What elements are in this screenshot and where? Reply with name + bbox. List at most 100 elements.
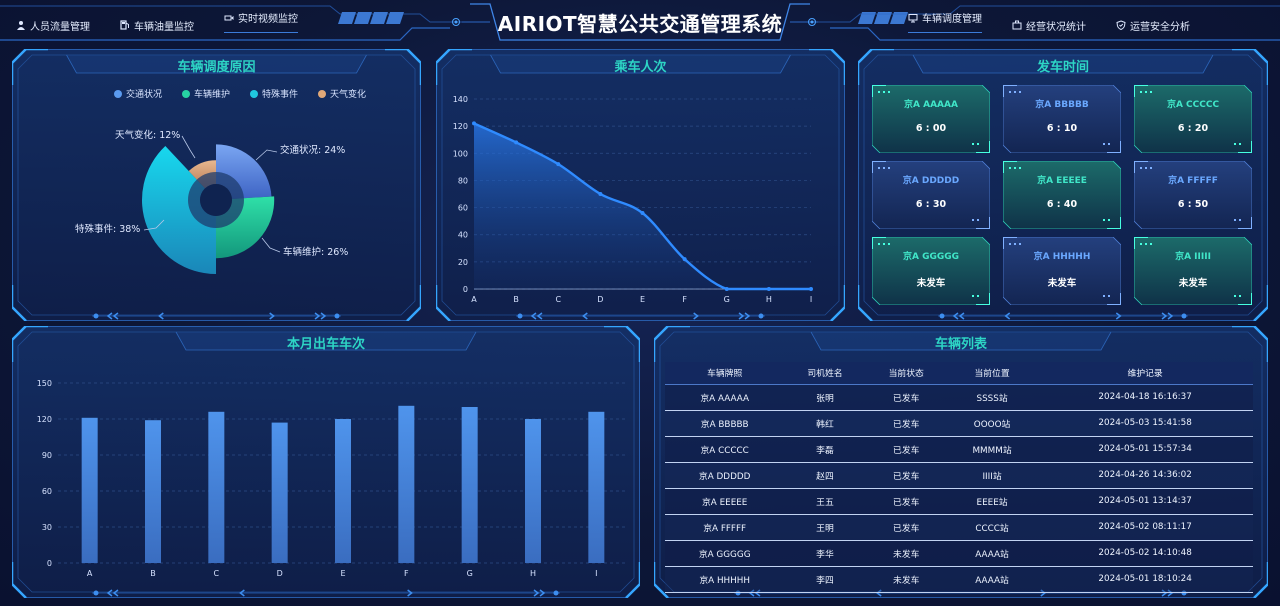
panel-frame <box>12 326 640 598</box>
bar[interactable] <box>398 405 415 563</box>
pie-slice[interactable] <box>141 146 216 274</box>
bar[interactable] <box>271 422 288 563</box>
data-point[interactable] <box>766 287 771 291</box>
panel-title: 乘车人次 <box>614 60 667 75</box>
bar[interactable] <box>145 420 161 563</box>
legend-item[interactable]: 特殊事件 <box>250 87 298 100</box>
table-cell: 2024-05-03 15:41:58 <box>1037 410 1253 437</box>
chevron-icon <box>158 312 164 320</box>
table-row[interactable]: 京A FFFFF 王明 已发车 CCCC站 2024-05-02 08:11:17 <box>665 514 1253 541</box>
card-time: 6 : 50 <box>1177 199 1209 210</box>
corner-accent <box>1253 285 1268 321</box>
nav-item-fuel-monitor[interactable]: 车辆油量监控 <box>120 17 194 33</box>
chevron-icon <box>1004 312 1011 320</box>
card-time: 6 : 20 <box>1177 123 1209 134</box>
data-point[interactable] <box>598 192 603 196</box>
chevron-icon <box>320 312 327 320</box>
y-tick-label: 150 <box>37 379 52 388</box>
card-time: 未发车 <box>1178 278 1208 289</box>
table-row[interactable]: 京A AAAAA 张明 已发车 SSSS站 2024-04-18 16:16:37 <box>665 384 1253 411</box>
column-header[interactable]: 维护记录 <box>1037 362 1253 385</box>
departure-card[interactable]: 京A DDDDD 6 : 30 <box>872 161 990 229</box>
legend-item[interactable]: 交通状况 <box>114 87 162 100</box>
table-row[interactable]: 京A DDDDD 赵四 已发车 IIII站 2024-04-26 14:36:02 <box>665 462 1253 489</box>
card-frame <box>872 237 990 305</box>
bottom-deco-dot <box>553 590 559 596</box>
nav-item-business-stats[interactable]: 经营状况统计 <box>1012 17 1086 33</box>
chevron-icon <box>106 312 113 320</box>
bar[interactable] <box>461 407 478 563</box>
data-point[interactable] <box>472 121 476 126</box>
table-header-row: 车辆牌照 司机姓名 当前状态 当前位置 维护记录 <box>665 362 1253 385</box>
pie-label-maintenance: 车辆维护: 26% <box>283 247 349 258</box>
corner-accent <box>625 562 640 598</box>
header: AIRIOT智慧公共交通管理系统 人员流量管理 车辆油量监控 实时视频监控 车辆… <box>0 0 1280 48</box>
table-cell: 京A BBBBB <box>665 410 785 437</box>
departure-card[interactable]: 京A AAAAA 6 : 00 <box>872 85 990 153</box>
card-time: 6 : 00 <box>915 123 947 134</box>
x-tick-label: D <box>277 569 283 578</box>
legend-dot <box>114 89 122 98</box>
table-row[interactable]: 京A BBBBB 韩红 已发车 OOOO站 2024-05-03 15:41:58 <box>665 410 1253 437</box>
bar[interactable] <box>588 411 605 563</box>
table-row[interactable]: 京A GGGGG 李华 未发车 AAAA站 2024-05-02 14:10:48 <box>665 540 1253 567</box>
nav-item-safety-analysis[interactable]: 运营安全分析 <box>1116 17 1190 33</box>
legend-item[interactable]: 天气变化 <box>318 87 366 100</box>
data-point[interactable] <box>556 162 561 167</box>
x-tick-label: G <box>724 295 730 304</box>
departure-card[interactable]: 京A GGGGG 未发车 <box>872 237 990 305</box>
column-header[interactable]: 车辆牌照 <box>665 362 785 385</box>
column-header[interactable]: 当前位置 <box>946 362 1038 385</box>
departure-card[interactable]: 京A BBBBB 6 : 10 <box>1003 85 1121 153</box>
bar[interactable] <box>208 411 225 563</box>
monthly-trips-bar-chart: 0 30 60 90 120 150 A B C D E F G H I <box>37 379 628 578</box>
panel-inner-border <box>659 331 1263 593</box>
table-row[interactable]: 京A EEEEE 王五 已发车 EEEE站 2024-05-01 13:14:37 <box>665 488 1253 515</box>
header-frame <box>0 3 1280 45</box>
departure-card[interactable]: 京A HHHHH 未发车 <box>1003 237 1121 305</box>
panel-title: 车辆列表 <box>934 337 987 352</box>
bar[interactable] <box>81 417 98 563</box>
corner-accent <box>436 285 451 321</box>
column-header[interactable]: 当前状态 <box>865 362 947 385</box>
card-frame <box>1134 85 1252 153</box>
column-header[interactable]: 司机姓名 <box>784 362 866 385</box>
table-cell: 李四 <box>784 566 866 593</box>
data-point[interactable] <box>514 140 519 145</box>
corner-accent <box>12 562 27 598</box>
chevron-icon <box>744 312 751 320</box>
legend-item[interactable]: 车辆维护 <box>182 87 230 100</box>
bar[interactable] <box>335 419 351 563</box>
title-banner <box>175 331 477 351</box>
nav-item-dispatch[interactable]: 车辆调度管理 <box>908 13 982 33</box>
panel-title: 车辆调度原因 <box>177 60 256 75</box>
data-point[interactable] <box>682 257 687 262</box>
monitor-icon <box>908 13 918 22</box>
chevron-icon <box>693 312 699 320</box>
departure-card[interactable]: 京A CCCCC 6 : 20 <box>1134 85 1252 153</box>
title-banner <box>66 54 367 74</box>
data-point[interactable] <box>640 211 645 215</box>
chevron-icon <box>1161 312 1168 320</box>
card-plate: 京A CCCCC <box>1166 100 1220 110</box>
table-row[interactable]: 京A HHHHH 李四 未发车 AAAA站 2024-05-01 18:10:24 <box>665 566 1253 593</box>
table-cell: OOOO站 <box>946 410 1038 437</box>
corner-accent <box>654 562 669 598</box>
legend-dot <box>250 89 259 98</box>
departure-card[interactable]: 京A EEEEE 6 : 40 <box>1003 161 1121 229</box>
nav-item-video-monitor[interactable]: 实时视频监控 <box>224 14 298 33</box>
table-cell: 已发车 <box>865 514 947 541</box>
table-row[interactable]: 京A CCCCC 李磊 已发车 MMMM站 2024-05-01 15:57:34 <box>665 436 1253 463</box>
data-point[interactable] <box>809 287 813 291</box>
table-cell: IIII站 <box>946 462 1038 489</box>
corner-accent <box>809 49 845 85</box>
departure-card[interactable]: 京A FFFFF 6 : 50 <box>1134 161 1252 229</box>
data-point[interactable] <box>724 287 729 291</box>
departure-card[interactable]: 京A IIIII 未发车 <box>1134 237 1252 305</box>
y-tick-label: 80 <box>458 176 468 185</box>
nav-item-people-flow[interactable]: 人员流量管理 <box>16 17 90 33</box>
table-cell: 2024-05-01 15:57:34 <box>1037 436 1253 463</box>
table-cell: 张明 <box>784 384 866 411</box>
chevron-icon <box>958 312 965 320</box>
bar[interactable] <box>525 419 541 563</box>
